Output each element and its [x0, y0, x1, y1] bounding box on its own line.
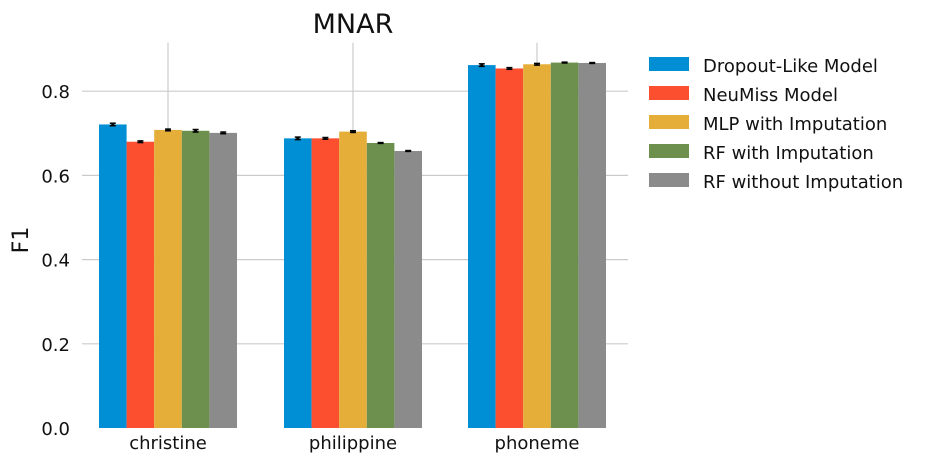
bar-layer	[99, 61, 606, 429]
bar	[578, 62, 606, 428]
bar	[550, 62, 579, 429]
x-tick-label: philippine	[309, 433, 397, 454]
chart-title: MNAR	[313, 9, 394, 40]
x-tick-label: phoneme	[495, 433, 580, 454]
bar	[394, 150, 422, 428]
bar	[209, 132, 237, 428]
legend-swatch	[649, 115, 689, 129]
bar	[154, 129, 182, 428]
legend-swatch	[649, 57, 689, 71]
legend-label: MLP with Imputation	[703, 114, 887, 135]
bar	[99, 124, 127, 429]
bar	[284, 138, 312, 429]
bar	[366, 142, 395, 428]
y-tick-label: 0.2	[41, 335, 70, 356]
legend-swatch	[649, 86, 689, 100]
legend: Dropout-Like Model NeuMiss Model MLP with …	[649, 56, 903, 193]
bar	[339, 131, 367, 428]
bar	[495, 68, 524, 428]
y-tick-label: 0.0	[41, 419, 70, 440]
legend-swatch	[649, 173, 689, 187]
bar	[468, 65, 496, 429]
y-axis-label: F1	[9, 227, 34, 254]
x-tick-label: christine	[129, 433, 207, 454]
y-tick-label: 0.4	[41, 251, 70, 272]
legend-label: RF with Imputation	[703, 143, 874, 164]
legend-label: NeuMiss Model	[703, 85, 838, 106]
bar	[181, 130, 210, 429]
axis-layer: 0.0 0.2 0.4 0.6 0.8 christine philippine phonem…	[41, 82, 579, 454]
bar	[126, 141, 155, 428]
legend-swatch	[649, 144, 689, 158]
legend-label: Dropout-Like Model	[703, 56, 878, 77]
y-tick-label: 0.6	[41, 166, 70, 187]
legend-label: RF without Imputation	[703, 172, 903, 193]
bar	[523, 64, 551, 429]
bar	[311, 138, 340, 429]
y-tick-label: 0.8	[41, 82, 70, 103]
